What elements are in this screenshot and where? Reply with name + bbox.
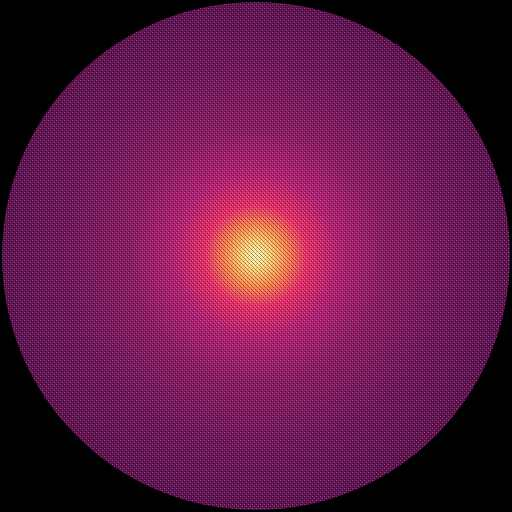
speckle-texture	[2, 2, 510, 510]
page	[0, 0, 512, 512]
scene	[0, 0, 512, 512]
